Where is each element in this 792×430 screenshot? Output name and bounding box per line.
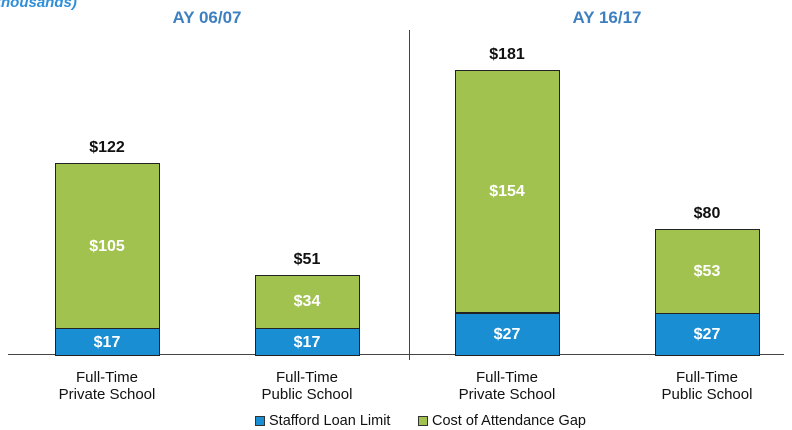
subtitle: thousands): [0, 0, 77, 11]
legend-label: Cost of Attendance Gap: [432, 413, 586, 429]
bar-segment: [254, 274, 360, 330]
data-label: $17: [293, 333, 321, 351]
total-label: $181: [489, 46, 525, 64]
x-tick-label: Full-Time Public School: [261, 369, 353, 403]
legend-swatch: [418, 416, 428, 426]
total-label: $80: [693, 205, 721, 223]
data-label: $53: [693, 262, 721, 280]
data-label: $105: [89, 237, 125, 255]
x-tick-label: Full-Time Public School: [661, 369, 753, 403]
data-label: $154: [489, 183, 525, 201]
bar-segment: [54, 328, 160, 356]
bar-segment: [654, 229, 760, 314]
total-label: $51: [293, 250, 321, 268]
bar-segment: [54, 162, 160, 330]
legend-item: Stafford Loan Limit: [255, 413, 390, 429]
group-title: AY 06/07: [172, 8, 242, 27]
total-label: $122: [89, 138, 125, 156]
legend-item: Cost of Attendance Gap: [418, 413, 586, 429]
bar-segment: [454, 70, 560, 314]
group-divider: [409, 30, 410, 360]
group-title: AY 16/17: [572, 8, 642, 27]
data-label: $17: [93, 333, 121, 351]
bar-segment: [254, 328, 360, 356]
baseline: [8, 354, 784, 355]
data-label: $27: [693, 325, 721, 343]
bar-segment: [654, 312, 760, 356]
legend-swatch: [255, 416, 265, 426]
legend-label: Stafford Loan Limit: [269, 413, 391, 429]
data-label: $34: [293, 293, 321, 311]
bar-segment: [454, 312, 560, 356]
data-label: $27: [493, 325, 521, 343]
x-tick-label: Full-Time Private School: [458, 369, 556, 403]
x-tick-label: Full-Time Private School: [58, 369, 156, 403]
